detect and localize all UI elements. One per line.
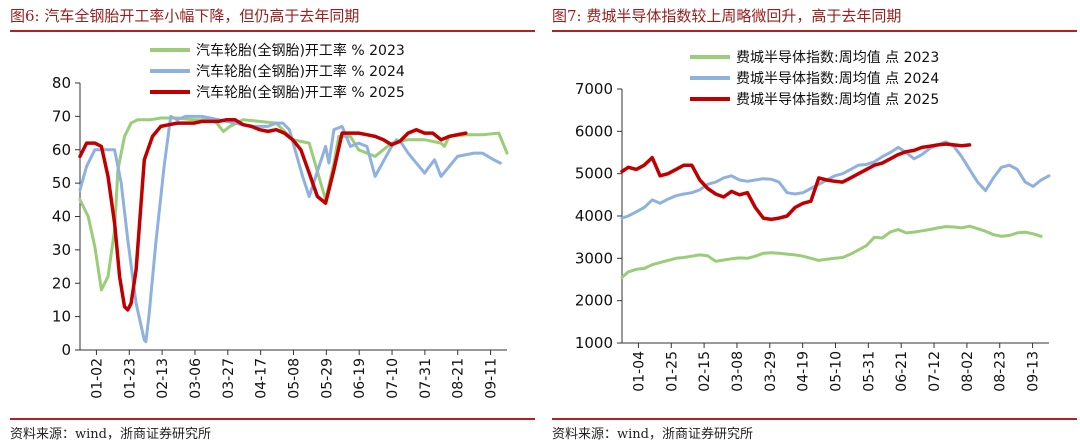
series-line-3	[620, 142, 972, 222]
x-tick-label: 09-11	[484, 358, 500, 399]
y-tick-label: 7000	[575, 80, 613, 98]
x-tick-label: 05-08	[287, 358, 303, 399]
x-tick-label: 07-10	[385, 358, 401, 399]
x-tick-label: 05-31	[861, 351, 877, 392]
x-tick-label: 08-02	[960, 351, 976, 392]
x-tick-label: 08-23	[993, 351, 1009, 392]
x-tick-label: 04-17	[254, 358, 270, 399]
figure-title: 图7: 费城半导体指数较上周略微回升，高于去年同期	[552, 7, 902, 25]
title-rule	[552, 30, 1077, 32]
y-tick-label: 40	[52, 208, 71, 226]
x-tick-label: 02-15	[697, 351, 713, 392]
legend-label-1: 费城半导体指数:周均值 点 2023	[736, 50, 939, 66]
source-note: 资料来源：wind，浙商证券研究所	[10, 427, 211, 442]
y-tick-label: 20	[52, 274, 71, 292]
x-tick-label: 04-19	[796, 351, 812, 392]
chart-panel-1: 图6: 汽车全钢胎开工率小幅下降，但仍高于去年同期 0 10 20 30 40 50 60 7…	[10, 0, 535, 447]
y-tick-label: 10	[52, 308, 71, 326]
x-tick-label: 01-23	[122, 358, 138, 399]
x-tick-label: 05-29	[319, 358, 335, 399]
x-tick-label: 06-21	[894, 351, 910, 392]
figure-title: 图6: 汽车全钢胎开工率小幅下降，但仍高于去年同期	[10, 7, 360, 25]
y-tick-label: 0	[61, 341, 71, 359]
chart-panel-2: 图7: 费城半导体指数较上周略微回升，高于去年同期 1000 2000 3000 40…	[552, 0, 1077, 447]
x-tick-label: 01-02	[89, 358, 105, 399]
x-tick-label: 03-06	[188, 358, 204, 399]
legend-label-2: 汽车轮胎(全钢胎)开工率 % 2024	[196, 63, 405, 80]
source-note: 资料来源：wind，浙商证券研究所	[552, 427, 753, 442]
x-tick-label: 07-31	[418, 358, 434, 399]
y-tick-label: 30	[52, 241, 71, 259]
y-tick-label: 70	[52, 107, 71, 125]
y-tick-label: 1000	[575, 334, 613, 352]
title-rule	[10, 30, 535, 32]
series-line-1	[620, 224, 1043, 279]
series-line-3	[78, 117, 468, 312]
y-tick-label: 80	[52, 74, 71, 92]
y-tick-label: 50	[52, 174, 71, 192]
x-tick-label: 03-29	[763, 351, 779, 392]
y-tick-label: 5000	[575, 165, 613, 183]
series-line-2	[78, 114, 502, 344]
line-chart-svg: 1000 2000 3000 4000 5000 6000 7000 01-04 01-25 02…	[575, 50, 1051, 392]
x-tick-label: 07-12	[927, 351, 943, 392]
y-tick-label: 2000	[575, 292, 613, 310]
legend-label-1: 汽车轮胎(全钢胎)开工率 % 2023	[196, 42, 405, 59]
series-line-1	[78, 116, 509, 292]
line-chart-svg: 0 10 20 30 40 50 60 70 80 01-02 01-23 02-13 03-06 03-…	[52, 42, 509, 399]
x-tick-label: 03-27	[221, 358, 237, 399]
x-tick-label: 08-21	[451, 358, 467, 399]
series-line-2	[620, 140, 1051, 220]
footer-rule	[552, 418, 1077, 420]
y-tick-label: 60	[52, 141, 71, 159]
x-tick-label: 01-25	[664, 351, 680, 392]
legend-label-3: 汽车轮胎(全钢胎)开工率 % 2025	[196, 84, 405, 101]
x-tick-label: 09-13	[1026, 351, 1042, 392]
y-tick-label: 4000	[575, 207, 613, 225]
x-tick-label: 01-04	[631, 351, 647, 392]
x-tick-label: 05-10	[829, 351, 845, 392]
x-tick-label: 06-19	[352, 358, 368, 399]
legend-label-3: 费城半导体指数:周均值 点 2025	[736, 92, 939, 108]
footer-rule	[10, 418, 535, 420]
y-tick-label: 6000	[575, 122, 613, 140]
x-tick-label: 03-08	[730, 351, 746, 392]
y-tick-label: 3000	[575, 249, 613, 267]
legend-label-2: 费城半导体指数:周均值 点 2024	[736, 71, 939, 87]
x-tick-label: 02-13	[155, 358, 171, 399]
